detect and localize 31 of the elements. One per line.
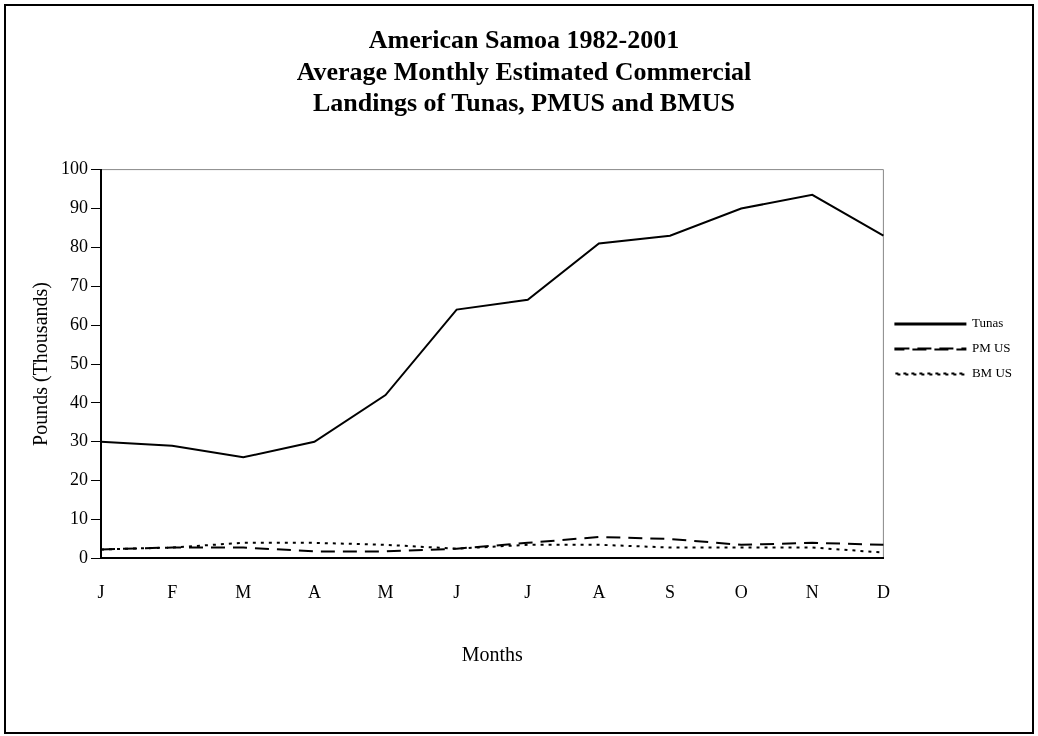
- y-axis-title: Pounds (Thousands): [29, 282, 53, 446]
- x-tick-label: M: [377, 581, 394, 602]
- x-tick-label: J: [453, 581, 461, 602]
- y-tick-label: 80: [70, 236, 88, 257]
- text: Tunas: [971, 315, 1004, 331]
- y-tick-label: 50: [70, 352, 88, 373]
- y-tick-label: 0: [79, 547, 88, 568]
- y-tick-label: 10: [70, 508, 88, 529]
- y-tick-label: 70: [70, 274, 88, 295]
- y-tick-label: 60: [70, 313, 88, 334]
- x-tick-label: A: [307, 581, 321, 602]
- y-tick-label: 40: [70, 391, 88, 412]
- x-tick-label: J: [524, 581, 532, 602]
- x-tick-label: D: [876, 581, 890, 602]
- x-tick-label: N: [805, 581, 819, 602]
- x-tick-label: M: [235, 581, 252, 602]
- x-tick-label: S: [665, 581, 676, 602]
- y-tick-label: 100: [61, 158, 88, 179]
- text: American Samoa 1982-2001: [368, 25, 680, 55]
- text: BM US: [971, 365, 1013, 381]
- x-tick-label: F: [167, 581, 178, 602]
- x-tick-label: J: [97, 581, 105, 602]
- y-tick-label: 20: [70, 469, 88, 490]
- x-tick-label: O: [734, 581, 748, 602]
- text: PM US: [971, 340, 1011, 356]
- text: Average Monthly Estimated Commercial: [296, 56, 752, 86]
- y-tick-label: 90: [70, 197, 88, 218]
- text: Landings of Tunas, PMUS and BMUS: [313, 87, 735, 117]
- x-tick-label: A: [592, 581, 606, 602]
- x-axis-title: Months: [461, 643, 523, 666]
- y-tick-label: 30: [70, 430, 88, 451]
